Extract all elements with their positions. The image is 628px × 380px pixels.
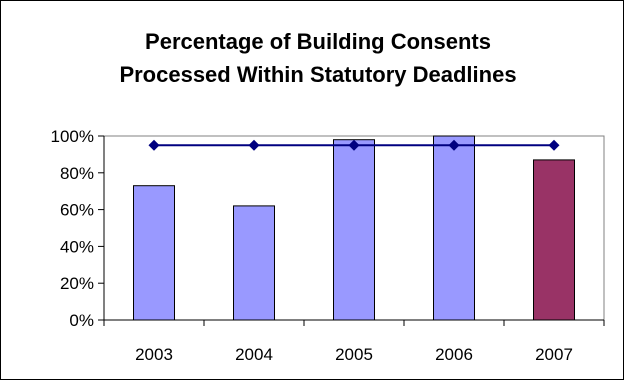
x-tick-label-2004: 2004	[235, 345, 273, 364]
target-marker-2003	[148, 139, 160, 151]
target-marker-2007	[548, 139, 560, 151]
target-marker-2006	[448, 139, 460, 151]
x-tick-label-2003: 2003	[135, 345, 173, 364]
chart-title-line-1: Percentage of Building Consents	[145, 29, 491, 54]
y-tick-label-20: 20%	[60, 274, 94, 293]
plot-area: 0% 20% 40% 60% 80% 100% 2003 2004 2005 2006 2007	[51, 127, 605, 364]
target-marker-2004	[248, 139, 260, 151]
x-tick-label-2006: 2006	[435, 345, 473, 364]
y-tick-label-0: 0%	[69, 311, 94, 330]
y-tick-label-100: 100%	[51, 127, 94, 146]
chart-title-line-2: Processed Within Statutory Deadlines	[119, 62, 516, 87]
y-tick-label-60: 60%	[60, 201, 94, 220]
x-tick-label-2007: 2007	[535, 345, 573, 364]
bar-2004	[233, 205, 275, 321]
bar-2006	[433, 135, 475, 321]
x-tick-label-2005: 2005	[335, 345, 373, 364]
target-marker-2005	[348, 139, 360, 151]
y-tick-label-80: 80%	[60, 164, 94, 183]
bar-2007	[533, 159, 575, 321]
bar-2003	[133, 185, 175, 321]
y-tick-label-40: 40%	[60, 237, 94, 256]
bar-2005	[333, 139, 375, 321]
